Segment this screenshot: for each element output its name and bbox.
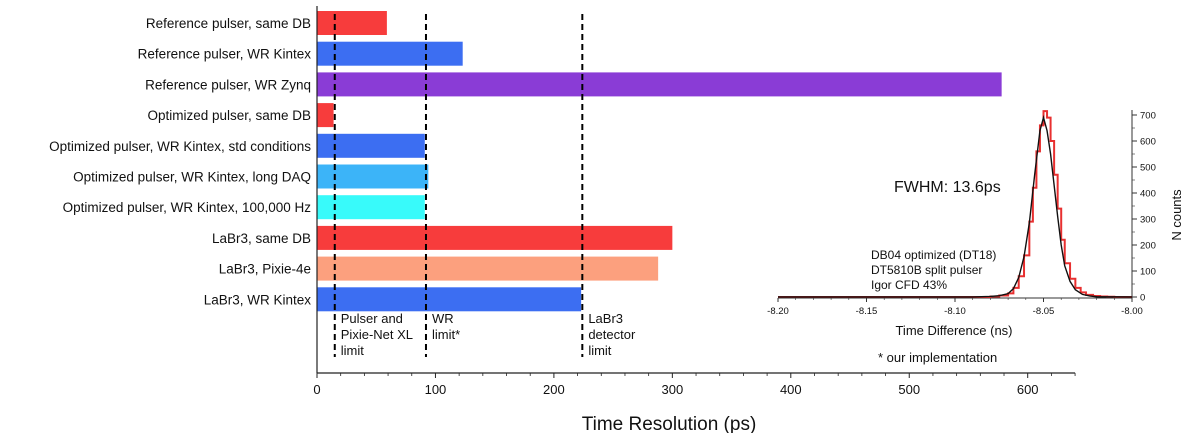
category-label-reference-pulser-wr-kintex: Reference pulser, WR Kintex [138, 47, 312, 62]
x-tick-label: 300 [661, 382, 683, 397]
x-axis-label: Time Resolution (ps) [582, 414, 757, 433]
inset-x-tick-label: -8.20 [767, 306, 789, 317]
bar-reference-pulser-wr-zynq [317, 72, 1002, 97]
fwhm-annotation: FWHM: 13.6ps [894, 179, 1001, 196]
inset-y-axis-label: N counts [1169, 189, 1184, 241]
x-tick-label: 600 [1017, 382, 1039, 397]
reference-line-label: Pulser and [341, 311, 403, 326]
reference-line-label: limit* [432, 327, 460, 342]
inset-y-tick-label: 700 [1140, 111, 1156, 122]
category-label-reference-pulser-same-db: Reference pulser, same DB [146, 16, 311, 31]
inset-y-tick-label: 200 [1140, 241, 1156, 252]
histogram-series [778, 110, 1132, 298]
inset-x-tick-label: -8.15 [856, 306, 878, 317]
bar-labr3-same-db [317, 225, 673, 250]
bar-optimized-pulser-same-db [317, 103, 334, 128]
bar-labr3-wr-kintex [317, 287, 582, 312]
category-label-reference-pulser-wr-zynq: Reference pulser, WR Zynq [145, 77, 311, 92]
bar-labr3-pixie-4e [317, 256, 659, 281]
x-tick-label: 500 [898, 382, 920, 397]
category-label-labr3-wr-kintex: LaBr3, WR Kintex [204, 292, 312, 307]
inset-legend-line: Igor CFD 43% [871, 278, 947, 292]
inset-x-tick-label: -8.10 [944, 306, 966, 317]
inset-x-tick-label: -8.00 [1121, 306, 1143, 317]
reference-line-label: limit [588, 343, 611, 358]
inset-x-tick-label: -8.05 [1033, 306, 1055, 317]
footnote: * our implementation [878, 350, 997, 365]
inset-y-tick-label: 300 [1140, 215, 1156, 226]
x-tick-label: 200 [543, 382, 565, 397]
bar-reference-pulser-same-db [317, 11, 387, 35]
inset-y-tick-label: 0 [1140, 293, 1145, 304]
category-label-optimized-pulser-wr-kintex-std-conditions: Optimized pulser, WR Kintex, std conditi… [49, 139, 311, 154]
x-tick-label: 400 [780, 382, 802, 397]
reference-line-label: Pixie-Net XL [341, 327, 413, 342]
category-label-optimized-pulser-wr-kintex-long-daq: Optimized pulser, WR Kintex, long DAQ [73, 170, 311, 185]
reference-line-label: WR [432, 311, 454, 326]
inset-x-axis-label: Time Difference (ns) [895, 323, 1012, 338]
reference-line-label: LaBr3 [588, 311, 623, 326]
category-label-labr3-same-db: LaBr3, same DB [212, 231, 311, 246]
inset-legend-line: DT5810B split pulser [871, 263, 982, 277]
x-tick-label: 100 [425, 382, 447, 397]
category-label-optimized-pulser-same-db: Optimized pulser, same DB [147, 108, 311, 123]
category-label-optimized-pulser-wr-kintex-100-000-hz: Optimized pulser, WR Kintex, 100,000 Hz [63, 200, 312, 215]
inset-y-tick-label: 400 [1140, 189, 1156, 200]
inset-y-tick-label: 500 [1140, 163, 1156, 174]
inset-y-tick-label: 600 [1140, 137, 1156, 148]
reference-line-label: limit [341, 343, 364, 358]
x-tick-label: 0 [313, 382, 320, 397]
fit-curve-series [778, 114, 1133, 298]
inset-y-tick-label: 100 [1140, 267, 1156, 278]
inset-legend-line: DB04 optimized (DT18) [871, 248, 996, 262]
reference-line-label: detector [588, 327, 636, 342]
category-label-labr3-pixie-4e: LaBr3, Pixie-4e [219, 262, 311, 277]
